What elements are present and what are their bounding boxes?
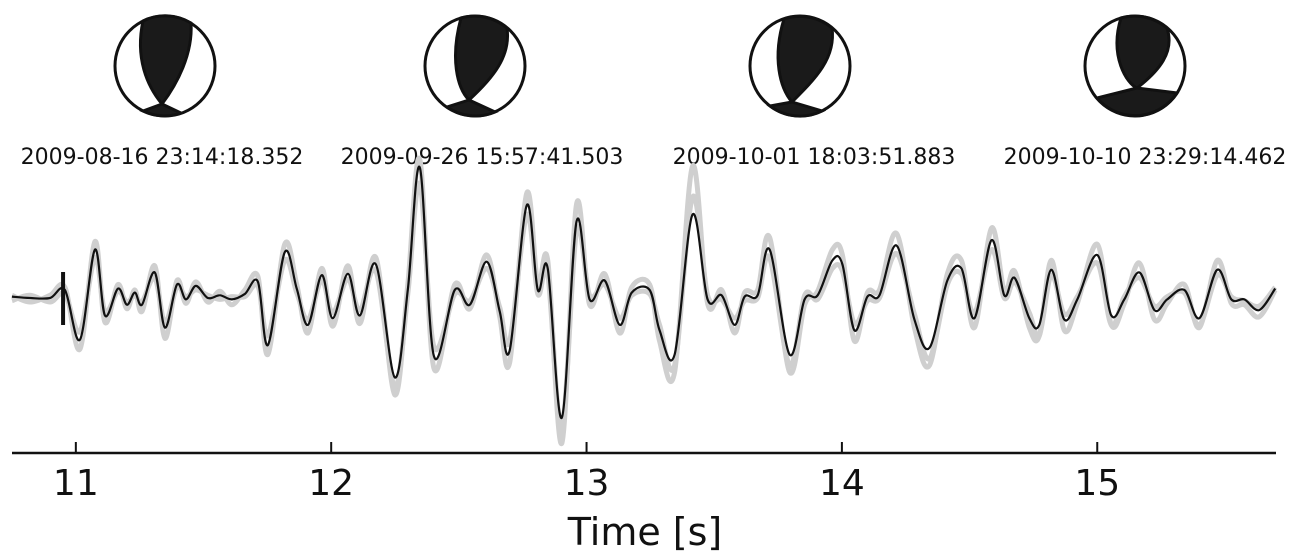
x-axis-label: Time [s] [567, 510, 723, 554]
beachball [423, 14, 527, 118]
trace [10, 155, 1278, 446]
x-tick-label: 14 [819, 463, 865, 504]
focal-mechanisms [113, 14, 1187, 118]
trace [11, 165, 1277, 419]
beachball [1083, 14, 1187, 118]
x-tick-label: 11 [53, 463, 99, 504]
beachball [748, 14, 852, 118]
annotation: 2009-10-10 23:29:14.462 [1004, 145, 1287, 170]
annotation: 2009-09-26 15:57:41.503 [341, 145, 624, 170]
x-tick-label: 12 [308, 463, 354, 504]
x-tick-label: 15 [1074, 463, 1120, 504]
beachball [113, 14, 217, 118]
annotation: 2009-10-01 18:03:51.883 [673, 145, 956, 170]
annotation: 2009-08-16 23:14:18.352 [21, 145, 304, 170]
trace [11, 180, 1278, 433]
x-tick-label: 13 [564, 463, 610, 504]
